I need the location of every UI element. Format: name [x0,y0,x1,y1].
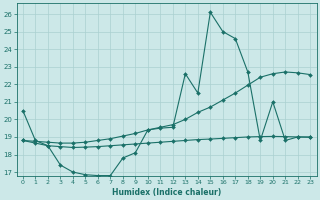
X-axis label: Humidex (Indice chaleur): Humidex (Indice chaleur) [112,188,221,197]
